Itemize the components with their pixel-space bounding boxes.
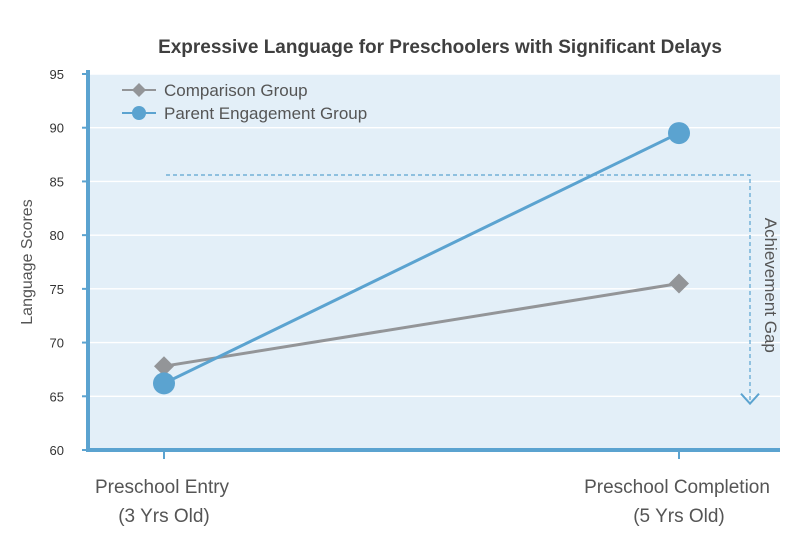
legend-diamond-icon <box>132 83 146 97</box>
y-tick-label: 75 <box>50 282 64 297</box>
legend-circle-icon <box>132 106 146 120</box>
y-tick-label: 80 <box>50 228 64 243</box>
plot-area <box>88 74 780 450</box>
chart-title: Expressive Language for Preschoolers wit… <box>158 37 722 58</box>
achievement-gap-annotation: Achievement Gap <box>166 174 780 406</box>
series-line-0 <box>163 282 680 368</box>
y-tick-label: 65 <box>50 389 64 404</box>
legend-label: Parent Engagement Group <box>164 104 367 123</box>
data-point <box>154 356 174 377</box>
legend: Comparison Group Parent Engagement Group <box>122 81 367 123</box>
y-tick-label: 60 <box>50 443 64 458</box>
axes <box>86 70 780 459</box>
data-point <box>668 122 690 145</box>
gap-label: Achievement Gap <box>761 218 780 353</box>
y-tick-label: 85 <box>50 174 64 189</box>
gap-guide-line <box>166 174 751 402</box>
legend-label: Comparison Group <box>164 81 308 100</box>
data-point <box>153 372 175 395</box>
series-line-1 <box>163 131 680 385</box>
gap-arrow-icon <box>740 392 760 406</box>
data-point <box>669 273 689 294</box>
x-category-label: Preschool Entry <box>95 477 230 498</box>
grid <box>88 73 780 397</box>
x-axis-labels: Preschool Entry (3 Yrs Old) Preschool Comp… <box>95 477 770 527</box>
y-tick-label: 70 <box>50 336 64 351</box>
series-group <box>153 122 690 395</box>
x-category-sublabel: (5 Yrs Old) <box>633 506 725 527</box>
y-tick-label: 95 <box>50 67 64 82</box>
y-axis-title: Language Scores <box>19 199 36 324</box>
y-tick-label: 90 <box>50 121 64 136</box>
y-axis-ticks: 60 65 70 75 80 85 90 95 <box>50 67 88 458</box>
x-category-sublabel: (3 Yrs Old) <box>118 506 210 527</box>
x-category-label: Preschool Completion <box>584 477 770 498</box>
